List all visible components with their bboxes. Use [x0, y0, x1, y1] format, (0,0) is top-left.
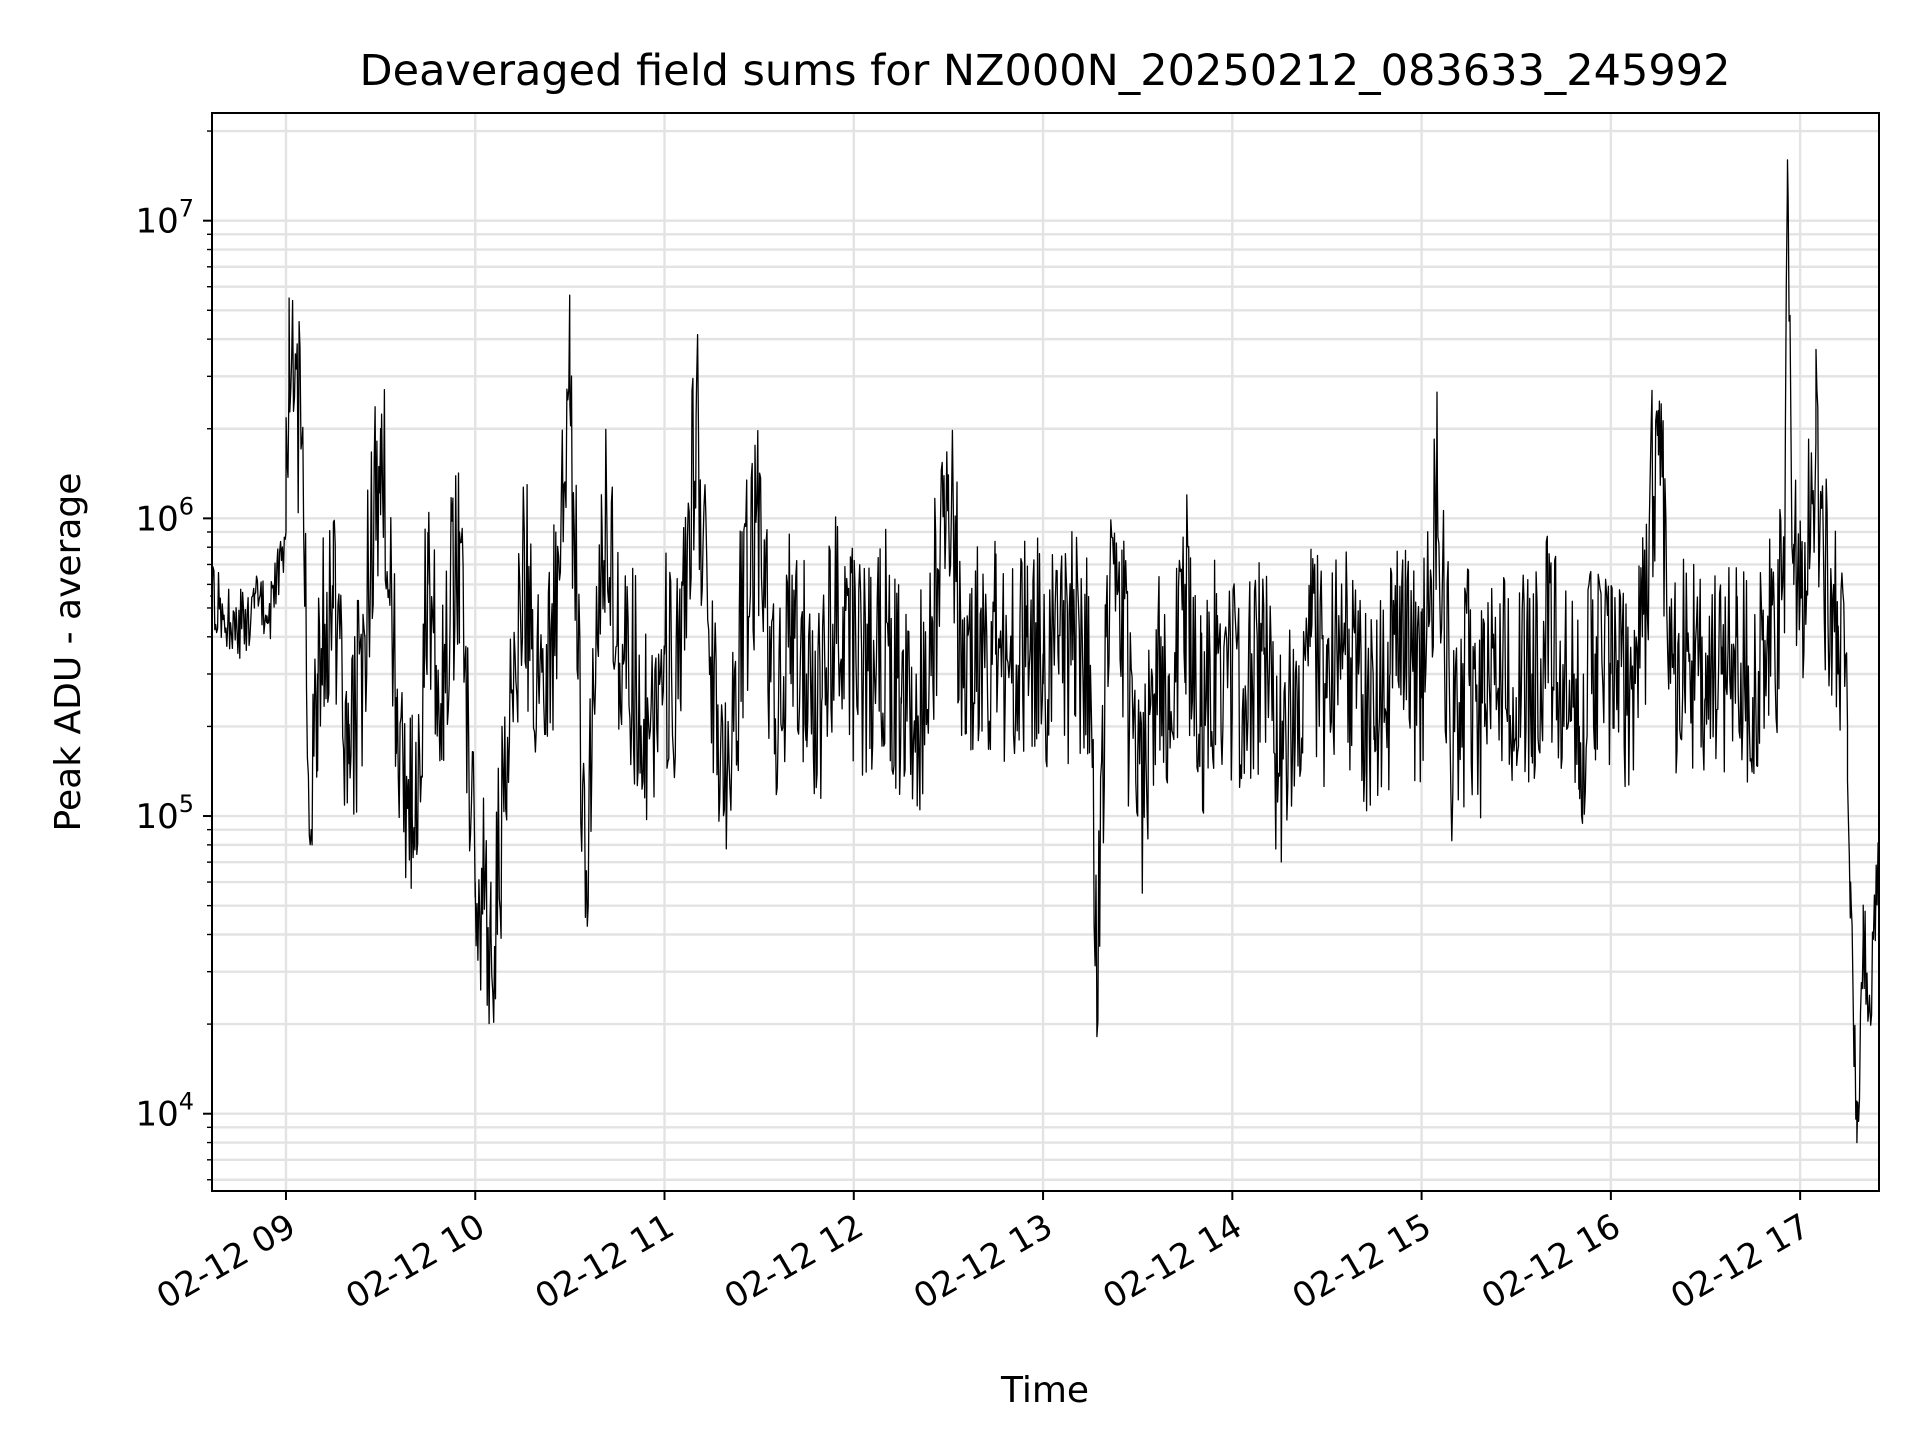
series-layer — [209, 159, 1880, 1144]
y-tick-label: 106 — [135, 492, 194, 539]
y-axis-label: Peak ADU - average — [48, 473, 89, 832]
series-line — [209, 159, 1880, 1144]
plot-frame — [211, 112, 1880, 1192]
y-tick-label: 107 — [135, 195, 194, 242]
y-tick-label: 104 — [135, 1088, 194, 1135]
chart-title: Deaveraged field sums for NZ000N_2025021… — [360, 46, 1731, 96]
y-tick-label: 105 — [135, 790, 194, 837]
x-axis-label: Time — [1000, 1370, 1089, 1411]
grid — [212, 113, 1879, 1191]
